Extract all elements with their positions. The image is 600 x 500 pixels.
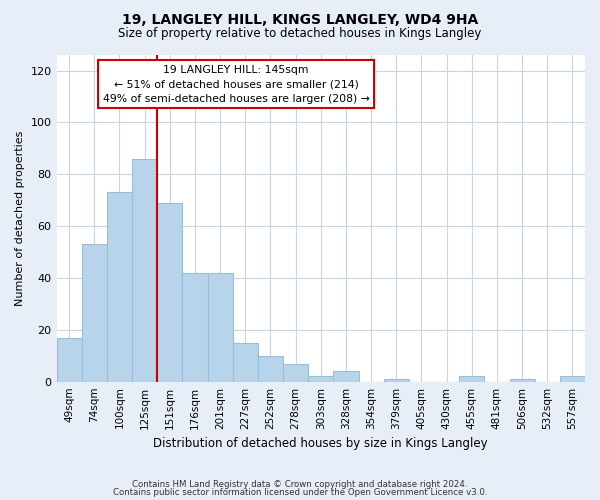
Text: Contains public sector information licensed under the Open Government Licence v3: Contains public sector information licen… xyxy=(113,488,487,497)
Bar xyxy=(157,203,182,382)
Bar xyxy=(82,244,107,382)
Text: Contains HM Land Registry data © Crown copyright and database right 2024.: Contains HM Land Registry data © Crown c… xyxy=(132,480,468,489)
Text: Size of property relative to detached houses in Kings Langley: Size of property relative to detached ho… xyxy=(118,28,482,40)
X-axis label: Distribution of detached houses by size in Kings Langley: Distribution of detached houses by size … xyxy=(154,437,488,450)
Bar xyxy=(182,273,208,382)
Bar xyxy=(334,372,359,382)
Bar xyxy=(258,356,283,382)
Bar xyxy=(308,376,334,382)
Bar xyxy=(233,343,258,382)
Text: 19, LANGLEY HILL, KINGS LANGLEY, WD4 9HA: 19, LANGLEY HILL, KINGS LANGLEY, WD4 9HA xyxy=(122,12,478,26)
Bar xyxy=(208,273,233,382)
Bar xyxy=(283,364,308,382)
Bar xyxy=(107,192,132,382)
Bar xyxy=(132,158,157,382)
Y-axis label: Number of detached properties: Number of detached properties xyxy=(15,130,25,306)
Text: 19 LANGLEY HILL: 145sqm
← 51% of detached houses are smaller (214)
49% of semi-d: 19 LANGLEY HILL: 145sqm ← 51% of detache… xyxy=(103,65,370,104)
Bar xyxy=(560,376,585,382)
Bar xyxy=(509,379,535,382)
Bar xyxy=(383,379,409,382)
Bar xyxy=(56,338,82,382)
Bar xyxy=(459,376,484,382)
